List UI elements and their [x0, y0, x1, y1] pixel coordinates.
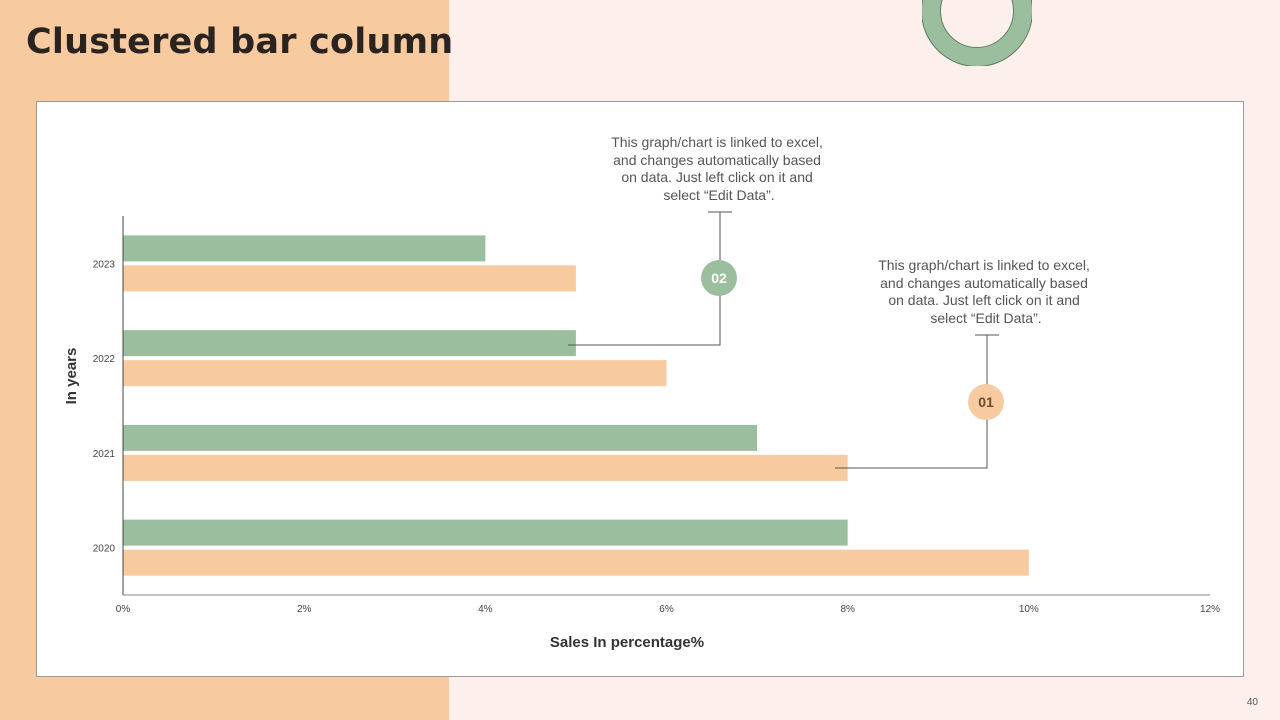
page-number: 40 [1246, 697, 1258, 708]
callout-02-leader [568, 212, 721, 346]
callout-01: This graph/chart is linked to excel, and… [835, 257, 1094, 469]
bar-2023-series-1[interactable] [123, 235, 486, 262]
x-tick-label: 12% [1200, 604, 1220, 615]
decorative-ring-icon [922, 0, 1032, 66]
callout-01-number: 01 [978, 394, 994, 410]
callout-02-badge [701, 260, 737, 296]
y-tick-label-2023: 2023 [93, 259, 116, 270]
chart-card: 2020 2021 2022 2023 0% 2% 4% 6% 8% 10% 12% Sales … [36, 101, 1244, 677]
y-tick-label-2020: 2020 [93, 544, 116, 555]
x-tick-label: 10% [1019, 604, 1039, 615]
bar-chart[interactable]: 2020 2021 2022 2023 0% 2% 4% 6% 8% 10% 12% Sales … [37, 102, 1243, 676]
bar-2021-series-1[interactable] [123, 424, 758, 451]
bar-2023-series-2[interactable] [123, 265, 576, 292]
callout-01-leader [835, 335, 988, 469]
x-tick-label: 2% [297, 604, 312, 615]
y-tick-label-2021: 2021 [93, 449, 116, 460]
bar-2022-series-1[interactable] [123, 330, 576, 357]
y-tick-label-2022: 2022 [93, 354, 116, 365]
x-axis-title: Sales In percentage% [550, 634, 704, 651]
callout-02-number: 02 [711, 270, 727, 286]
y-axis-title: In years [63, 348, 80, 405]
x-tick-label: 0% [116, 604, 131, 615]
x-tick-label: 4% [478, 604, 493, 615]
bar-2020-series-1[interactable] [123, 519, 848, 546]
callout-01-badge [968, 384, 1004, 420]
bar-2022-series-2[interactable] [123, 360, 667, 387]
bar-2021-series-2[interactable] [123, 454, 848, 481]
callout-02-text: This graph/chart is linked to excel, and… [611, 134, 827, 203]
x-tick-label: 8% [840, 604, 855, 615]
bar-2020-series-2[interactable] [123, 549, 1029, 576]
callout-01-text: This graph/chart is linked to excel, and… [878, 257, 1094, 326]
x-tick-label: 6% [659, 604, 674, 615]
callout-02: This graph/chart is linked to excel, and… [568, 134, 827, 346]
slide-title: Clustered bar column [26, 22, 454, 62]
